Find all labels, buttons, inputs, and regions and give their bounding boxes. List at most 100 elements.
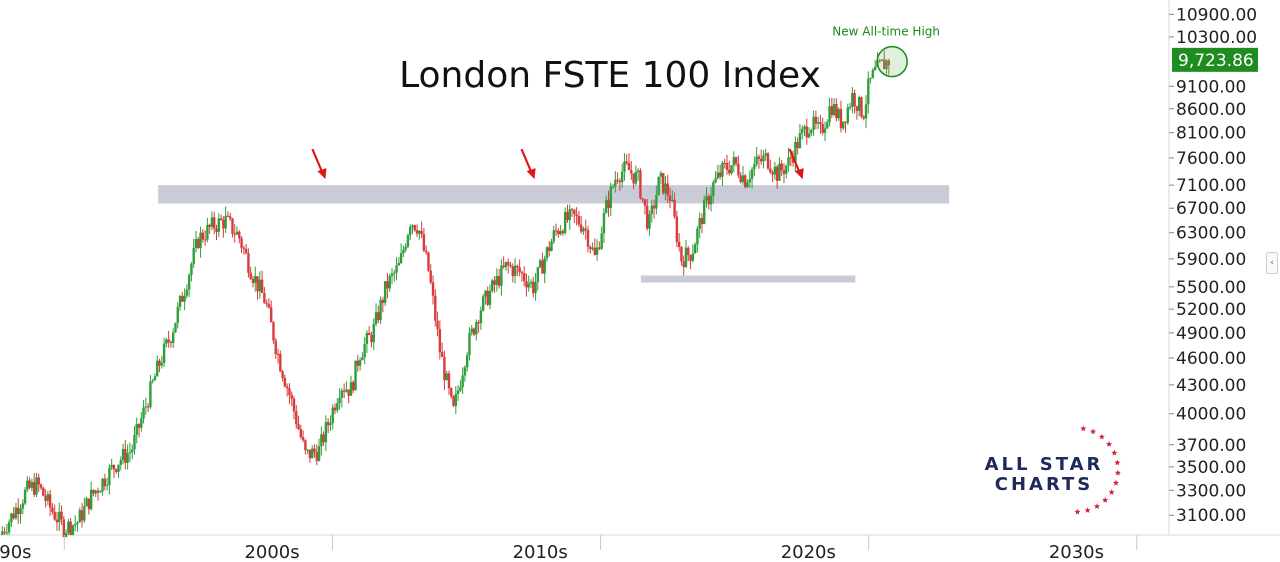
candle	[23, 487, 27, 506]
collapse-panel-button[interactable]: ‹	[1266, 252, 1278, 274]
candle	[500, 259, 503, 296]
candle	[160, 355, 164, 369]
candle	[650, 200, 653, 223]
candle	[28, 477, 31, 490]
candle	[744, 173, 747, 189]
logo-star	[1074, 508, 1081, 515]
y-tick-label: 7100.00	[1176, 176, 1246, 196]
y-tick-label: 6300.00	[1176, 224, 1246, 244]
candle	[368, 326, 371, 336]
candle	[570, 207, 574, 217]
candle	[725, 154, 729, 175]
candle	[44, 489, 47, 508]
candle	[646, 198, 649, 231]
candle	[443, 350, 446, 390]
candle	[208, 223, 211, 234]
candle	[146, 402, 150, 412]
candle	[830, 98, 834, 119]
x-tick-label: 1990s	[0, 542, 32, 562]
candle	[137, 423, 141, 438]
candle	[643, 199, 647, 215]
x-tick-label: 2010s	[513, 542, 568, 562]
candle	[728, 160, 731, 176]
resistance-zone	[158, 185, 950, 204]
candle	[174, 322, 177, 333]
logo-star	[1111, 449, 1118, 456]
logo-line1: ALL STAR	[985, 454, 1104, 475]
candle	[381, 296, 385, 313]
y-tick-label: 4300.00	[1176, 376, 1246, 396]
candle	[431, 275, 435, 305]
candle	[878, 58, 881, 63]
candle	[867, 71, 870, 114]
candle	[554, 223, 558, 237]
candle	[709, 187, 713, 212]
candle	[85, 496, 88, 507]
candle	[527, 275, 530, 292]
y-ticks: 10900.00 10300.00 9100.00 8600.00 8100.00 760…	[1169, 5, 1257, 526]
candle	[308, 449, 312, 463]
logo-star	[1094, 503, 1100, 509]
logo-star	[1114, 459, 1121, 466]
logo-star	[1090, 428, 1097, 435]
candle	[753, 156, 756, 177]
candle	[176, 302, 179, 329]
x-tick-label: 2030s	[1049, 542, 1104, 562]
candle	[509, 261, 512, 268]
all-time-high-marker	[876, 45, 908, 78]
candle	[58, 502, 61, 531]
candle	[124, 440, 127, 470]
candle	[504, 261, 508, 271]
candle	[299, 424, 303, 440]
candle	[641, 198, 644, 203]
candle	[420, 221, 423, 239]
y-tick-label: 3700.00	[1176, 436, 1246, 456]
candle	[734, 156, 738, 167]
candle	[347, 389, 350, 404]
candle	[883, 50, 886, 70]
candle	[611, 184, 615, 189]
candle	[618, 178, 622, 191]
candle	[363, 337, 366, 365]
candle	[561, 228, 565, 236]
candle	[295, 405, 298, 429]
candle	[206, 217, 209, 243]
candle	[187, 272, 191, 298]
candle	[329, 415, 332, 431]
candle	[121, 443, 125, 465]
candle	[803, 124, 806, 137]
candle	[832, 98, 836, 117]
candle	[5, 523, 9, 535]
candle	[172, 328, 175, 349]
candle	[311, 445, 314, 459]
y-tick-label: 5500.00	[1176, 278, 1246, 298]
candle	[759, 149, 763, 165]
candle	[167, 330, 170, 348]
y-tick-label: 9100.00	[1176, 77, 1246, 97]
logo-star	[1112, 479, 1119, 486]
candle	[338, 388, 341, 410]
candle	[274, 338, 277, 359]
candle	[741, 165, 745, 185]
candle	[700, 213, 704, 234]
candle	[169, 340, 173, 348]
logo-star	[1084, 507, 1091, 513]
candle	[828, 97, 831, 127]
candle	[418, 230, 421, 240]
candle	[518, 259, 521, 277]
candle	[3, 527, 6, 535]
candle	[468, 327, 471, 361]
candle	[677, 233, 681, 252]
candle	[661, 172, 665, 195]
candle	[497, 268, 501, 289]
candle	[750, 167, 754, 189]
candle	[178, 294, 182, 311]
candle	[199, 226, 202, 258]
candle	[625, 153, 628, 166]
y-tick-label: 4000.00	[1176, 405, 1246, 425]
candle	[693, 242, 697, 254]
candle	[35, 472, 38, 498]
y-tick-label: 4900.00	[1176, 324, 1246, 344]
candle	[495, 268, 499, 292]
